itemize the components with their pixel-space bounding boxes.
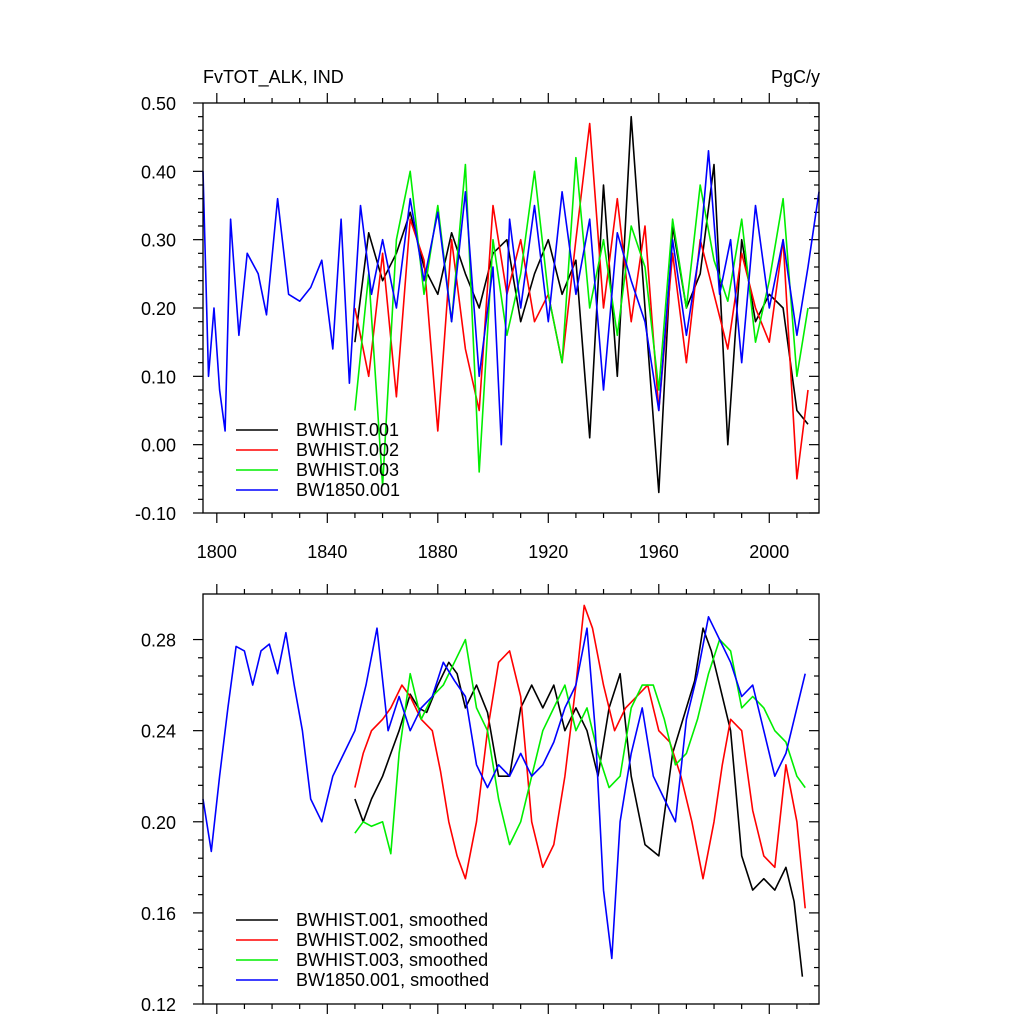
y-tick-label: -0.10 [135, 504, 176, 524]
legend-label: BWHIST.003, smoothed [296, 950, 488, 970]
x-tick-label: 1800 [197, 542, 237, 562]
chart-title: FvTOT_ALK, IND [203, 67, 344, 88]
top-series-group [202, 115, 820, 494]
y-tick-label: 0.24 [141, 722, 176, 742]
legend-label: BWHIST.002, smoothed [296, 930, 488, 950]
bottom-series-line-3 [202, 615, 806, 960]
y-tick-label: 0.12 [141, 995, 176, 1015]
units-label: PgC/y [771, 67, 820, 87]
y-tick-label: 0.10 [141, 367, 176, 387]
x-tick-label: 1920 [528, 542, 568, 562]
y-tick-label: 0.16 [141, 904, 176, 924]
bottom-series-line-2 [354, 638, 806, 855]
x-tick-label: 2000 [749, 542, 789, 562]
top-series-line-1 [354, 122, 809, 480]
y-tick-label: 0.00 [141, 436, 176, 456]
bottom-plot-frame [202, 593, 820, 1005]
bottom-tick-group: 0.12 0.16 0.20 0.24 0.28 [141, 584, 819, 1015]
y-tick-label: 0.50 [141, 94, 176, 114]
legend-label: BW1850.001 [296, 480, 400, 500]
y-tick-label: 0.40 [141, 162, 176, 182]
x-tick-label: 1840 [307, 542, 347, 562]
top-chart-panel: FvTOT_ALK, IND PgC/y 1800 1840 1880 1920 196… [135, 67, 820, 562]
bottom-series-line-0 [354, 627, 804, 977]
y-tick-label: 0.20 [141, 299, 176, 319]
legend-label: BWHIST.002 [296, 440, 399, 460]
legend-label: BWHIST.001 [296, 420, 399, 440]
legend-label: BWHIST.001, smoothed [296, 910, 488, 930]
x-tick-label: 1960 [639, 542, 679, 562]
x-tick-label: 1880 [418, 542, 458, 562]
legend-label: BWHIST.003 [296, 460, 399, 480]
top-series-line-3 [202, 150, 820, 446]
bottom-series-group [202, 604, 806, 977]
y-tick-label: 0.20 [141, 813, 176, 833]
top-series-line-0 [354, 115, 809, 494]
y-tick-label: 0.28 [141, 631, 176, 651]
y-tick-label: 0.30 [141, 231, 176, 251]
top-tick-group: 1800 1840 1880 1920 1960 2000 -0.10 0.00 0.10 0.2… [135, 93, 819, 562]
bottom-chart-panel: 0.12 0.16 0.20 0.24 0.28 BWHIST.001, smoothe… [141, 584, 820, 1015]
top-plot-frame [202, 102, 820, 514]
legend-label: BW1850.001, smoothed [296, 970, 489, 990]
